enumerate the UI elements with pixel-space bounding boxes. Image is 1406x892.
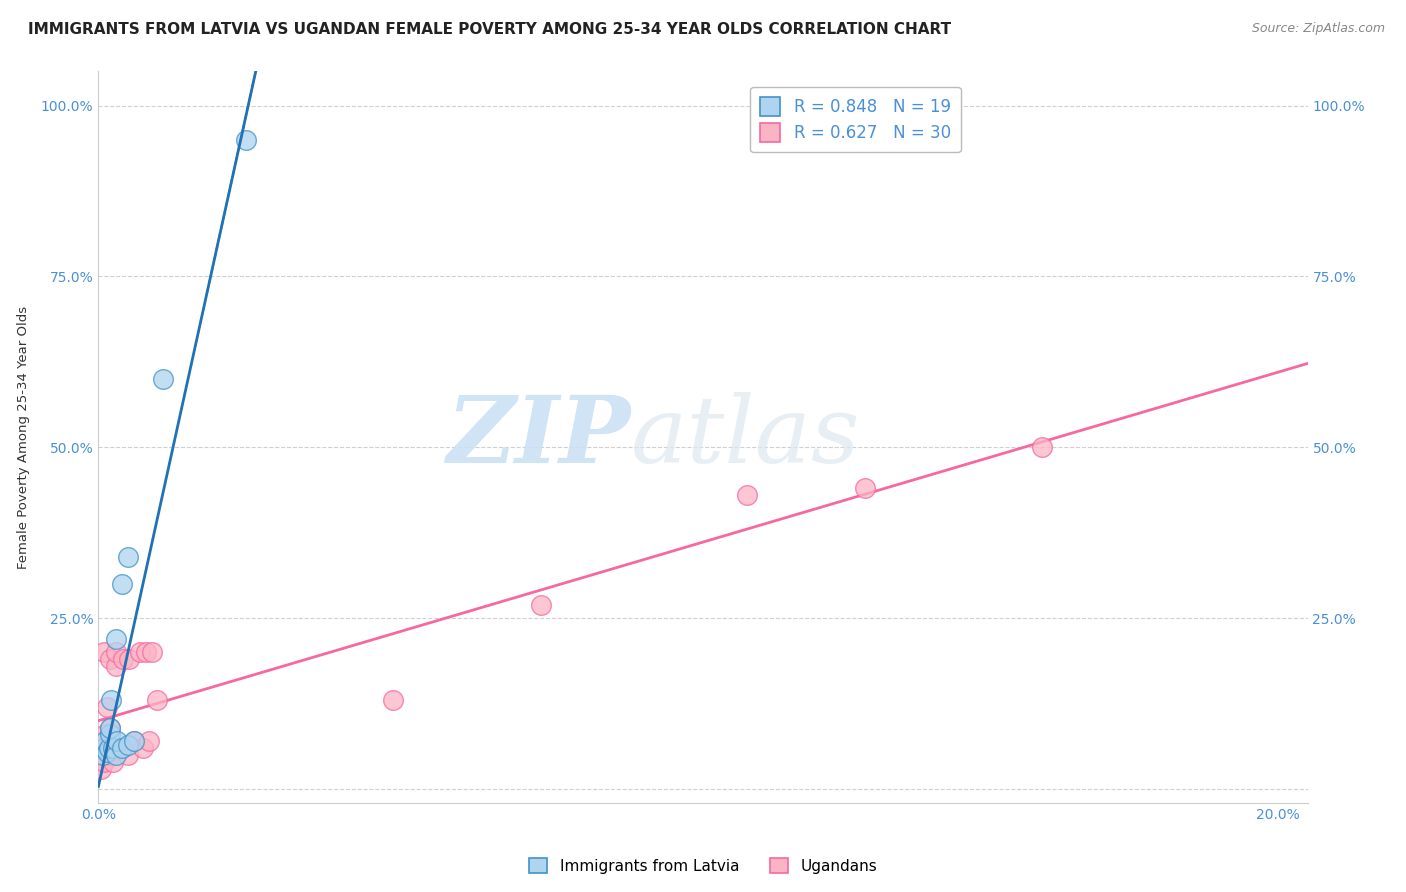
Point: [98, 652, 121, 666]
Point: [100, 741, 122, 756]
Point: [98, 741, 121, 756]
Point: [117, 747, 139, 762]
Point: [91, 747, 114, 762]
Point: [122, 734, 145, 748]
Point: [117, 738, 139, 752]
Point: [93, 741, 115, 756]
Text: ZIP: ZIP: [446, 392, 630, 482]
Point: [94, 734, 117, 748]
Point: [853, 481, 876, 495]
Point: [152, 372, 174, 386]
Point: [138, 734, 160, 748]
Legend: R = 0.848   N = 19, R = 0.627   N = 30: R = 0.848 N = 19, R = 0.627 N = 30: [751, 87, 960, 153]
Point: [98, 721, 121, 735]
Point: [111, 741, 134, 756]
Text: Source: ZipAtlas.com: Source: ZipAtlas.com: [1251, 22, 1385, 36]
Text: IMMIGRANTS FROM LATVIA VS UGANDAN FEMALE POVERTY AMONG 25-34 YEAR OLDS CORRELATI: IMMIGRANTS FROM LATVIA VS UGANDAN FEMALE…: [28, 22, 952, 37]
Legend: Immigrants from Latvia, Ugandans: Immigrants from Latvia, Ugandans: [523, 852, 883, 880]
Point: [117, 549, 139, 564]
Point: [118, 652, 141, 666]
Point: [141, 645, 163, 659]
Point: [235, 133, 257, 147]
Point: [105, 747, 128, 762]
Point: [111, 577, 134, 591]
Point: [135, 645, 157, 659]
Point: [146, 693, 169, 707]
Point: [98, 727, 121, 741]
Point: [122, 734, 145, 748]
Point: [111, 741, 134, 756]
Point: [91, 747, 114, 762]
Point: [100, 693, 122, 707]
Point: [93, 734, 115, 748]
Point: [94, 727, 117, 741]
Point: [105, 734, 128, 748]
Text: atlas: atlas: [630, 392, 860, 482]
Point: [93, 755, 115, 769]
Point: [1031, 440, 1053, 454]
Point: [735, 488, 758, 502]
Point: [112, 652, 135, 666]
Point: [128, 645, 150, 659]
Point: [98, 747, 121, 762]
Point: [382, 693, 405, 707]
Point: [530, 598, 553, 612]
Point: [96, 745, 118, 759]
Point: [93, 645, 115, 659]
Point: [131, 741, 153, 756]
Point: [98, 721, 121, 735]
Point: [105, 632, 128, 646]
Point: [105, 659, 128, 673]
Point: [105, 645, 128, 659]
Point: [96, 700, 118, 714]
Point: [101, 741, 124, 756]
Point: [90, 762, 112, 776]
Point: [101, 755, 124, 769]
Y-axis label: Female Poverty Among 25-34 Year Olds: Female Poverty Among 25-34 Year Olds: [17, 306, 30, 568]
